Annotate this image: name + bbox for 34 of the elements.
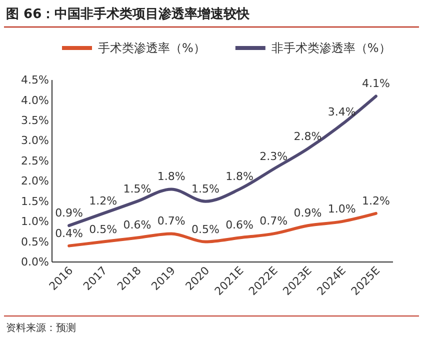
data-label: 2.3%: [260, 150, 288, 163]
data-label: 1.5%: [123, 182, 152, 196]
data-label: 0.4%: [55, 226, 84, 240]
legend-label: 非手术类渗透率（%）: [271, 41, 391, 55]
y-tick-label: 4.0%: [21, 94, 49, 107]
data-label: 0.7%: [157, 214, 186, 228]
y-tick-label: 1.5%: [21, 194, 49, 208]
data-label: 1.2%: [89, 194, 118, 208]
data-label: 1.0%: [328, 202, 356, 216]
data-label: 2.8%: [294, 130, 322, 143]
data-label: 0.6%: [123, 218, 152, 232]
text: 资料来源：预测: [6, 322, 76, 334]
data-label: 0.5%: [191, 222, 220, 236]
data-label: 0.9%: [294, 206, 322, 220]
y-tick-label: 2.5%: [21, 154, 49, 168]
chart-title: 图 66：中国非手术类项目渗透率增速较快: [6, 6, 251, 22]
data-label: 3.4%: [328, 105, 356, 118]
y-tick-label: 0.0%: [21, 256, 49, 269]
legend-label: 手术类渗透率（%）: [98, 41, 206, 55]
y-tick-label: 0.5%: [21, 235, 49, 248]
y-tick-label: 1.0%: [21, 215, 49, 228]
y-tick-label: 2.0%: [21, 174, 49, 188]
data-label: 1.5%: [191, 182, 220, 196]
data-label: 1.8%: [157, 170, 186, 184]
data-label: 0.5%: [89, 222, 118, 236]
data-label: 1.8%: [226, 170, 254, 184]
data-label: 1.2%: [362, 194, 390, 208]
y-tick-label: 3.0%: [21, 134, 49, 148]
data-label: 0.6%: [226, 218, 254, 232]
data-label: 0.7%: [260, 214, 288, 228]
y-tick-label: 3.5%: [21, 114, 49, 127]
y-tick-label: 4.5%: [21, 74, 49, 87]
data-label: 0.9%: [55, 206, 84, 220]
data-label: 4.1%: [362, 77, 390, 90]
